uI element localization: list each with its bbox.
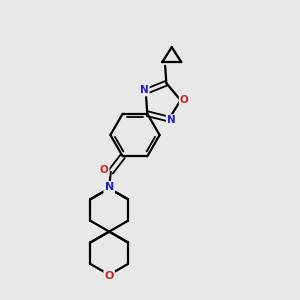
- Text: N: N: [140, 85, 148, 95]
- Text: N: N: [167, 115, 176, 125]
- Text: N: N: [105, 182, 114, 192]
- Text: O: O: [104, 271, 114, 281]
- Text: O: O: [180, 94, 189, 105]
- Text: O: O: [100, 165, 109, 176]
